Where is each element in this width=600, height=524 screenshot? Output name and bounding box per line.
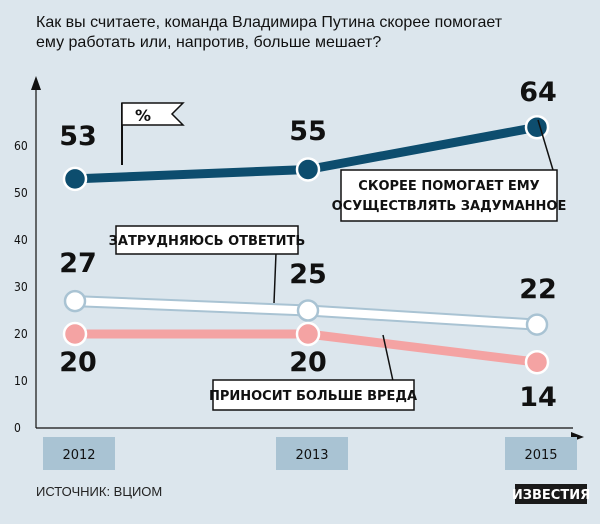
data-point (63, 289, 87, 313)
series-label: ПРИНОСИТ БОЛЬШЕ ВРЕДА (209, 389, 417, 404)
data-label: 64 (519, 77, 557, 108)
data-point (296, 299, 320, 322)
axes: 0 10 20 30 40 50 60 2012 2013 2015 (14, 76, 584, 470)
data-label: 20 (289, 347, 327, 378)
series-label: ОСУЩЕСТВЛЯТЬ ЗАДУМАННОЕ (332, 199, 567, 214)
unit-label: % (135, 106, 151, 125)
series-layer (62, 114, 550, 375)
series-label-box (212, 379, 415, 411)
data-label: 14 (519, 382, 557, 413)
data-point (62, 166, 88, 192)
data-label: 55 (289, 116, 327, 147)
data-point (524, 349, 550, 375)
x-tick-label: 2013 (295, 448, 328, 463)
series-label-box (115, 225, 299, 255)
y-tick-label: 60 (14, 139, 28, 153)
x-tick-label: 2012 (62, 448, 95, 463)
footer: ИСТОЧНИК: ВЦИОМ ИЗВЕСТИЯ (36, 484, 590, 504)
data-point (62, 321, 88, 347)
y-tick-label: 50 (14, 186, 28, 200)
y-tick-label: 30 (14, 280, 28, 294)
chart-title: Как вы считаете, команда Владимира Путин… (36, 14, 503, 51)
callout-leader (382, 334, 394, 382)
x-tick-label: 2015 (524, 448, 557, 463)
x-category-box (505, 437, 577, 470)
callout-leader (273, 252, 277, 304)
series-label: ЗАТРУДНЯЮСЬ ОТВЕТИТЬ (109, 234, 306, 249)
x-category-box (43, 437, 115, 470)
y-tick-label: 0 (14, 421, 21, 435)
callout-leader (537, 119, 554, 171)
y-tick-label: 10 (14, 374, 28, 388)
data-point (295, 321, 321, 347)
source-note: ИСТОЧНИК: ВЦИОМ (36, 484, 162, 499)
data-point (525, 313, 549, 336)
flag-shape (121, 102, 185, 126)
data-label: 25 (289, 259, 327, 290)
title-line: ему работать или, напротив, больше мешае… (36, 34, 381, 51)
logo-background (515, 484, 587, 504)
y-axis-arrow (31, 76, 41, 90)
data-point (295, 157, 321, 182)
logo-text: ИЗВЕСТИЯ (512, 488, 590, 503)
data-label: 27 (59, 248, 97, 279)
data-point (524, 114, 550, 140)
series-label-box (340, 169, 558, 222)
data-label: 53 (59, 121, 97, 152)
x-category-box (276, 437, 348, 470)
y-tick-label: 20 (14, 327, 28, 341)
series-label: СКОРЕЕ ПОМОГАЕТ ЕМУ (358, 179, 539, 194)
title-line: Как вы считаете, команда Владимира Путин… (36, 14, 503, 31)
y-tick-label: 40 (14, 233, 28, 247)
data-label: 20 (59, 347, 97, 378)
labels-layer: 53 55 64 27 25 22 20 20 14% СКОРЕЕ ПОМОГАЕТ ЕМУ ОС… (59, 77, 566, 413)
data-label: 22 (519, 274, 557, 305)
